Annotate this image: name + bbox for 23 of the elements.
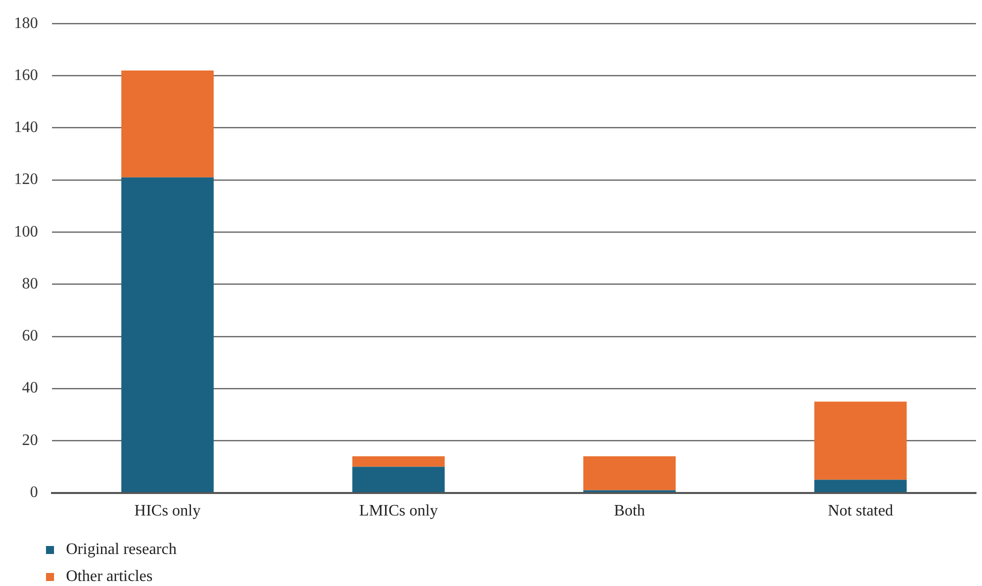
y-tick-label: 100: [14, 223, 38, 240]
legend-label: Original research: [66, 540, 177, 558]
legend-label: Other articles: [66, 568, 153, 586]
y-tick-label: 20: [22, 432, 38, 449]
y-tick-label: 40: [22, 380, 38, 397]
bar: [352, 466, 445, 492]
x-tick-label: HICs only: [134, 502, 201, 520]
bar: [814, 402, 907, 480]
y-tick-label: 80: [22, 275, 38, 292]
bar: [121, 70, 214, 178]
bar: [352, 456, 445, 467]
y-tick-label: 180: [14, 14, 38, 32]
y-tick-label: 0: [30, 484, 38, 502]
bar: [583, 456, 676, 490]
y-tick-label: 140: [14, 119, 38, 136]
x-tick-label: Not stated: [828, 502, 894, 520]
x-tick-label: LMICs only: [359, 502, 438, 520]
y-tick-label: 120: [14, 171, 38, 188]
y-tick-label: 60: [22, 328, 38, 345]
x-tick-label: Both: [614, 502, 646, 520]
y-tick-label: 160: [14, 66, 38, 84]
bar: [814, 480, 907, 492]
bar: [121, 177, 214, 492]
